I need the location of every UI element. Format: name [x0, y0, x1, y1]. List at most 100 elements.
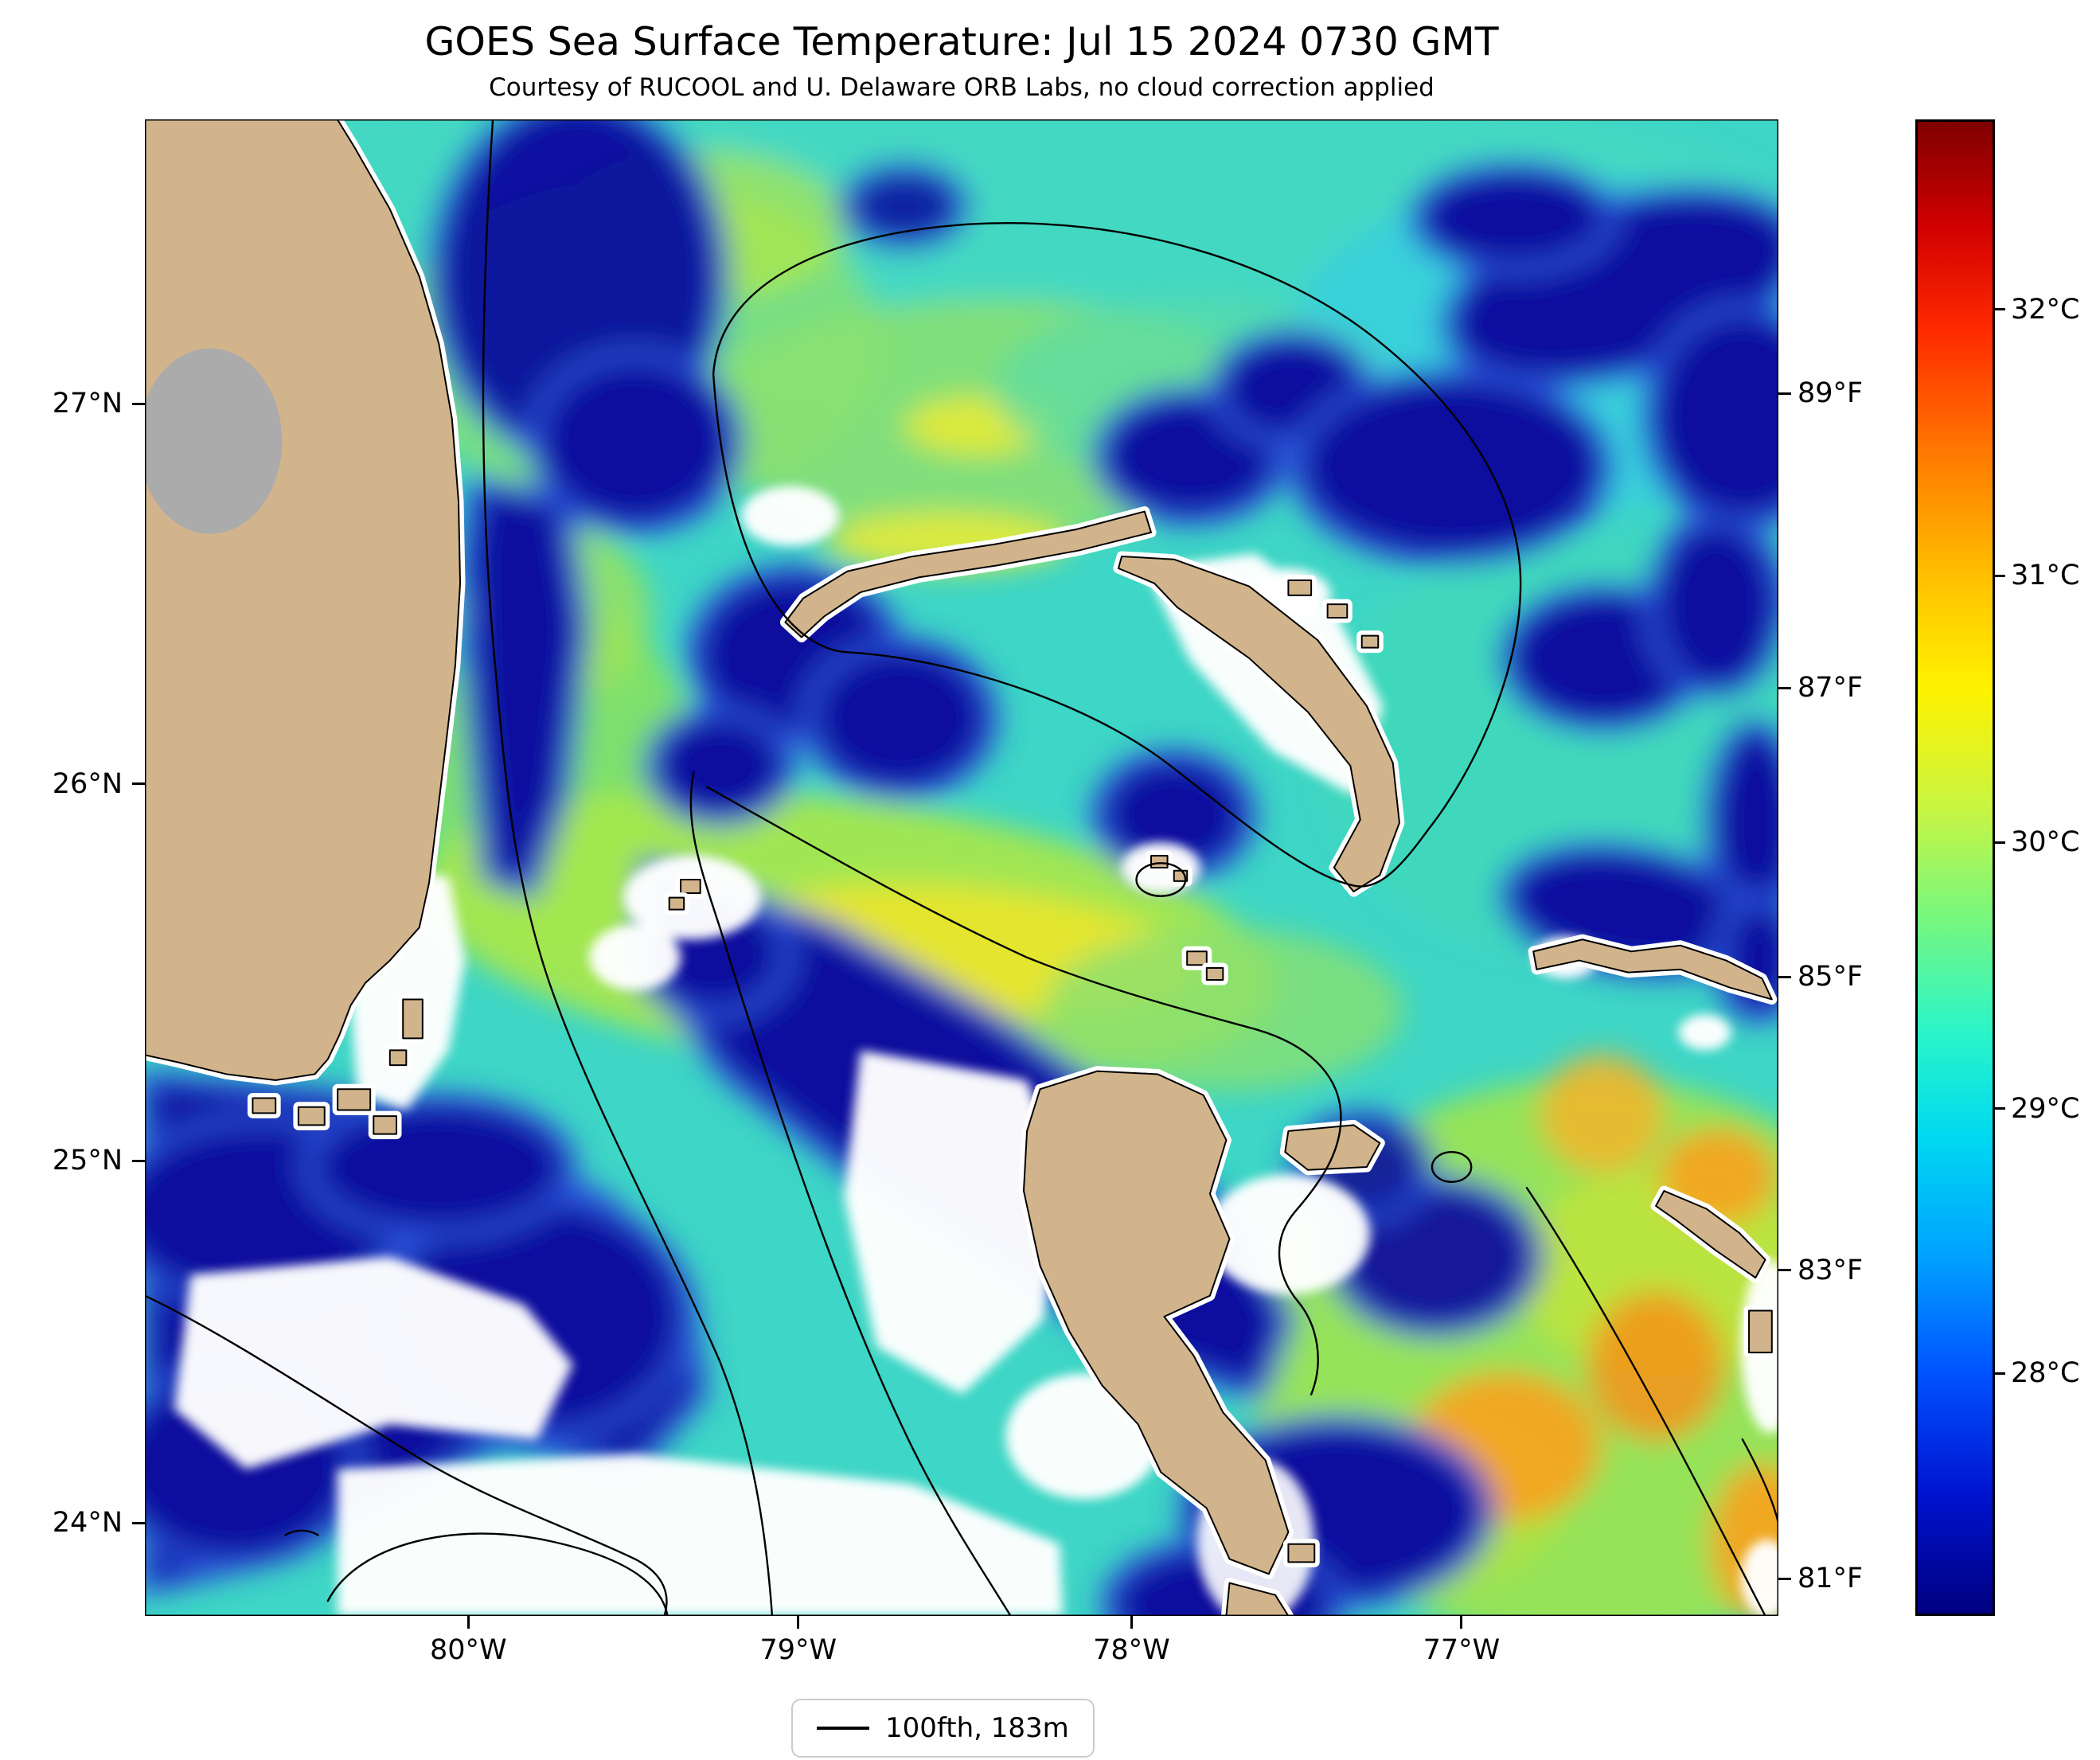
lon-tick [1130, 1616, 1133, 1629]
fahrenheit-tick [1778, 686, 1791, 689]
andros-south-bit [1226, 1583, 1288, 1616]
isobath-great-bahama-bank-north [707, 786, 1341, 1394]
lat-tick-label: 26°N [52, 767, 123, 800]
sst-map [145, 119, 1778, 1616]
fahrenheit-tick-label: 87°F [1797, 672, 1864, 704]
fahrenheit-tick-label: 83°F [1797, 1254, 1864, 1286]
lon-tick [1460, 1616, 1463, 1629]
fahrenheit-tick [1778, 975, 1791, 978]
cloud-bimini-2 [589, 924, 681, 991]
colorbar-tick-label: 29°C [2011, 1092, 2080, 1125]
cold-midleft-3 [643, 705, 796, 827]
cloud-eleuthera-2 [1678, 1014, 1731, 1051]
tongue-end-cay-1 [1151, 856, 1168, 868]
cold-midleft-2 [800, 636, 999, 800]
lon-tick [466, 1616, 470, 1629]
lat-tick [132, 1159, 145, 1162]
lon-tick-label: 79°W [759, 1634, 837, 1666]
lon-tick-label: 78°W [1093, 1634, 1170, 1666]
isobath-little-bahama-bank [713, 223, 1520, 886]
fahrenheit-tick-label: 85°F [1797, 961, 1864, 993]
isobath-keys-dash [285, 1531, 318, 1536]
cloud-south-nassau [1206, 1174, 1370, 1294]
orange-blob-3 [1587, 1291, 1725, 1442]
orange-blob-5 [1540, 1053, 1665, 1173]
lat-tick-label: 25°N [52, 1145, 123, 1177]
cold-e-abaco-2 [1643, 512, 1778, 700]
eleuthera-north [1533, 939, 1772, 999]
isobath-ring-a [1137, 863, 1186, 896]
lat-tick-label: 24°N [52, 1507, 123, 1540]
fahrenheit-tick-label: 89°F [1797, 377, 1864, 410]
cold-keys-offshore [300, 1092, 577, 1242]
lat-tick-label: 27°N [52, 388, 123, 420]
fahrenheit-tick-label: 81°F [1797, 1563, 1864, 1594]
florida-keys-4 [252, 1099, 275, 1114]
colorbar-tick-label: 30°C [2011, 826, 2080, 859]
colorbar-tick [1995, 841, 2005, 844]
lon-tick-label: 77°W [1423, 1634, 1501, 1666]
abaco-island [1118, 556, 1399, 892]
colorbar-tick [1995, 574, 2005, 577]
figure-subtitle: Courtesy of RUCOOL and U. Delaware ORB L… [489, 73, 1434, 102]
miami-barrier-island-2 [390, 1050, 407, 1065]
cold-ne-abaco [1289, 367, 1614, 567]
fahrenheit-tick [1778, 1577, 1791, 1580]
sst-field-layer [145, 119, 1778, 1616]
cold-ne-swirl-2 [1640, 301, 1778, 531]
florida-keys-3 [373, 1116, 396, 1134]
colorbar-tick [1995, 1372, 2005, 1375]
lat-tick [132, 402, 145, 405]
colorbar [1915, 119, 1995, 1616]
bimini-1 [681, 880, 701, 893]
cloud-bottom-strip [338, 1454, 1064, 1616]
fahrenheit-tick [1778, 392, 1791, 395]
colorbar-tick-label: 31°C [2011, 560, 2080, 592]
colorbar-tick [1995, 308, 2005, 311]
isobath-florida-straits [483, 119, 772, 1616]
miami-barrier-island [403, 999, 423, 1038]
cold-top-spot [838, 160, 971, 252]
colorbar-tick-label: 32°C [2011, 293, 2080, 326]
abaco-cay-3 [1362, 636, 1379, 648]
cloud-west-grand-bahama [740, 486, 840, 546]
isobath-corner-se [1743, 1439, 1778, 1523]
cloud-west-of-andros [844, 1050, 1064, 1395]
sst-map-canvas [145, 119, 1778, 1616]
cloud-bottom-left-1 [174, 1256, 573, 1469]
lat-tick [132, 782, 145, 786]
abaco-cay-1 [1288, 580, 1311, 595]
land-layer [145, 119, 1772, 1616]
lat-tick [132, 1521, 145, 1524]
legend-label: 100fth, 183m [885, 1712, 1069, 1744]
lon-tick-label: 80°W [429, 1634, 507, 1666]
andros-island [1024, 1071, 1288, 1575]
colorbar-tick-label: 28°C [2011, 1357, 2080, 1390]
lon-tick [797, 1616, 800, 1629]
fahrenheit-tick [1778, 1269, 1791, 1272]
isobath-cay-sal-1 [145, 1296, 666, 1616]
figure-title: GOES Sea Surface Temperature: Jul 15 202… [424, 19, 1499, 64]
isobath-great-bahama-bank-west [691, 772, 1011, 1616]
isobath-contour-layer [145, 119, 1778, 1616]
isobath-ring-b [1432, 1152, 1471, 1182]
florida-keys-2 [299, 1107, 325, 1126]
grand-bahama-island [785, 512, 1151, 638]
isobath-legend-line [817, 1727, 869, 1730]
isobath-cay-sal-2 [328, 1534, 668, 1616]
berry-islands-1 [1187, 951, 1207, 965]
new-providence-island [1285, 1125, 1380, 1169]
bimini-2 [669, 898, 684, 910]
cold-coastal-band [459, 474, 591, 901]
cold-ne-swirl-3 [1408, 160, 1619, 276]
lake-okeechobee [145, 348, 283, 534]
florida-keys-1 [338, 1089, 370, 1110]
eleuthera-far-right [1749, 1310, 1772, 1352]
berry-islands-2 [1207, 968, 1224, 980]
green-east-of-tongue [1043, 927, 1403, 1092]
isobath-exuma-sound [1527, 1188, 1766, 1616]
eleuthera-south [1656, 1191, 1765, 1278]
cloud-right-corner [1740, 1540, 1778, 1616]
legend-box: 100fth, 183m [791, 1699, 1095, 1758]
